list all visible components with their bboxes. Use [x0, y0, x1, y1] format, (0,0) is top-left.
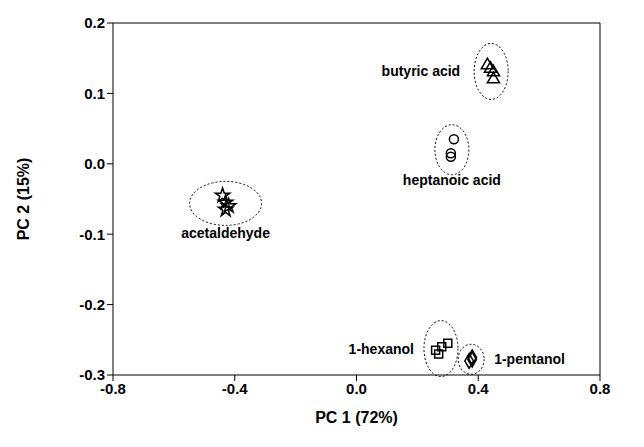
svg-text:1-hexanol: 1-hexanol — [349, 341, 414, 357]
svg-text:0.0: 0.0 — [346, 380, 367, 397]
svg-text:-0.1: -0.1 — [79, 226, 105, 243]
svg-text:heptanoic acid: heptanoic acid — [403, 172, 501, 188]
svg-text:1-pentanol: 1-pentanol — [494, 351, 565, 367]
svg-text:0.0: 0.0 — [84, 155, 105, 172]
svg-text:-0.4: -0.4 — [222, 380, 249, 397]
svg-text:0.2: 0.2 — [84, 14, 105, 31]
svg-text:0.8: 0.8 — [590, 380, 611, 397]
svg-text:PC 1 (72%): PC 1 (72%) — [315, 409, 398, 426]
svg-text:butyric acid: butyric acid — [382, 63, 461, 79]
svg-text:-0.8: -0.8 — [100, 379, 126, 397]
svg-text:acetaldehyde: acetaldehyde — [181, 225, 270, 241]
svg-text:PC 2 (15%): PC 2 (15%) — [15, 158, 32, 241]
svg-text:0.1: 0.1 — [84, 85, 105, 102]
svg-text:-0.2: -0.2 — [79, 296, 105, 313]
svg-text:0.4: 0.4 — [468, 380, 490, 397]
svg-text:-0.3: -0.3 — [79, 366, 105, 383]
